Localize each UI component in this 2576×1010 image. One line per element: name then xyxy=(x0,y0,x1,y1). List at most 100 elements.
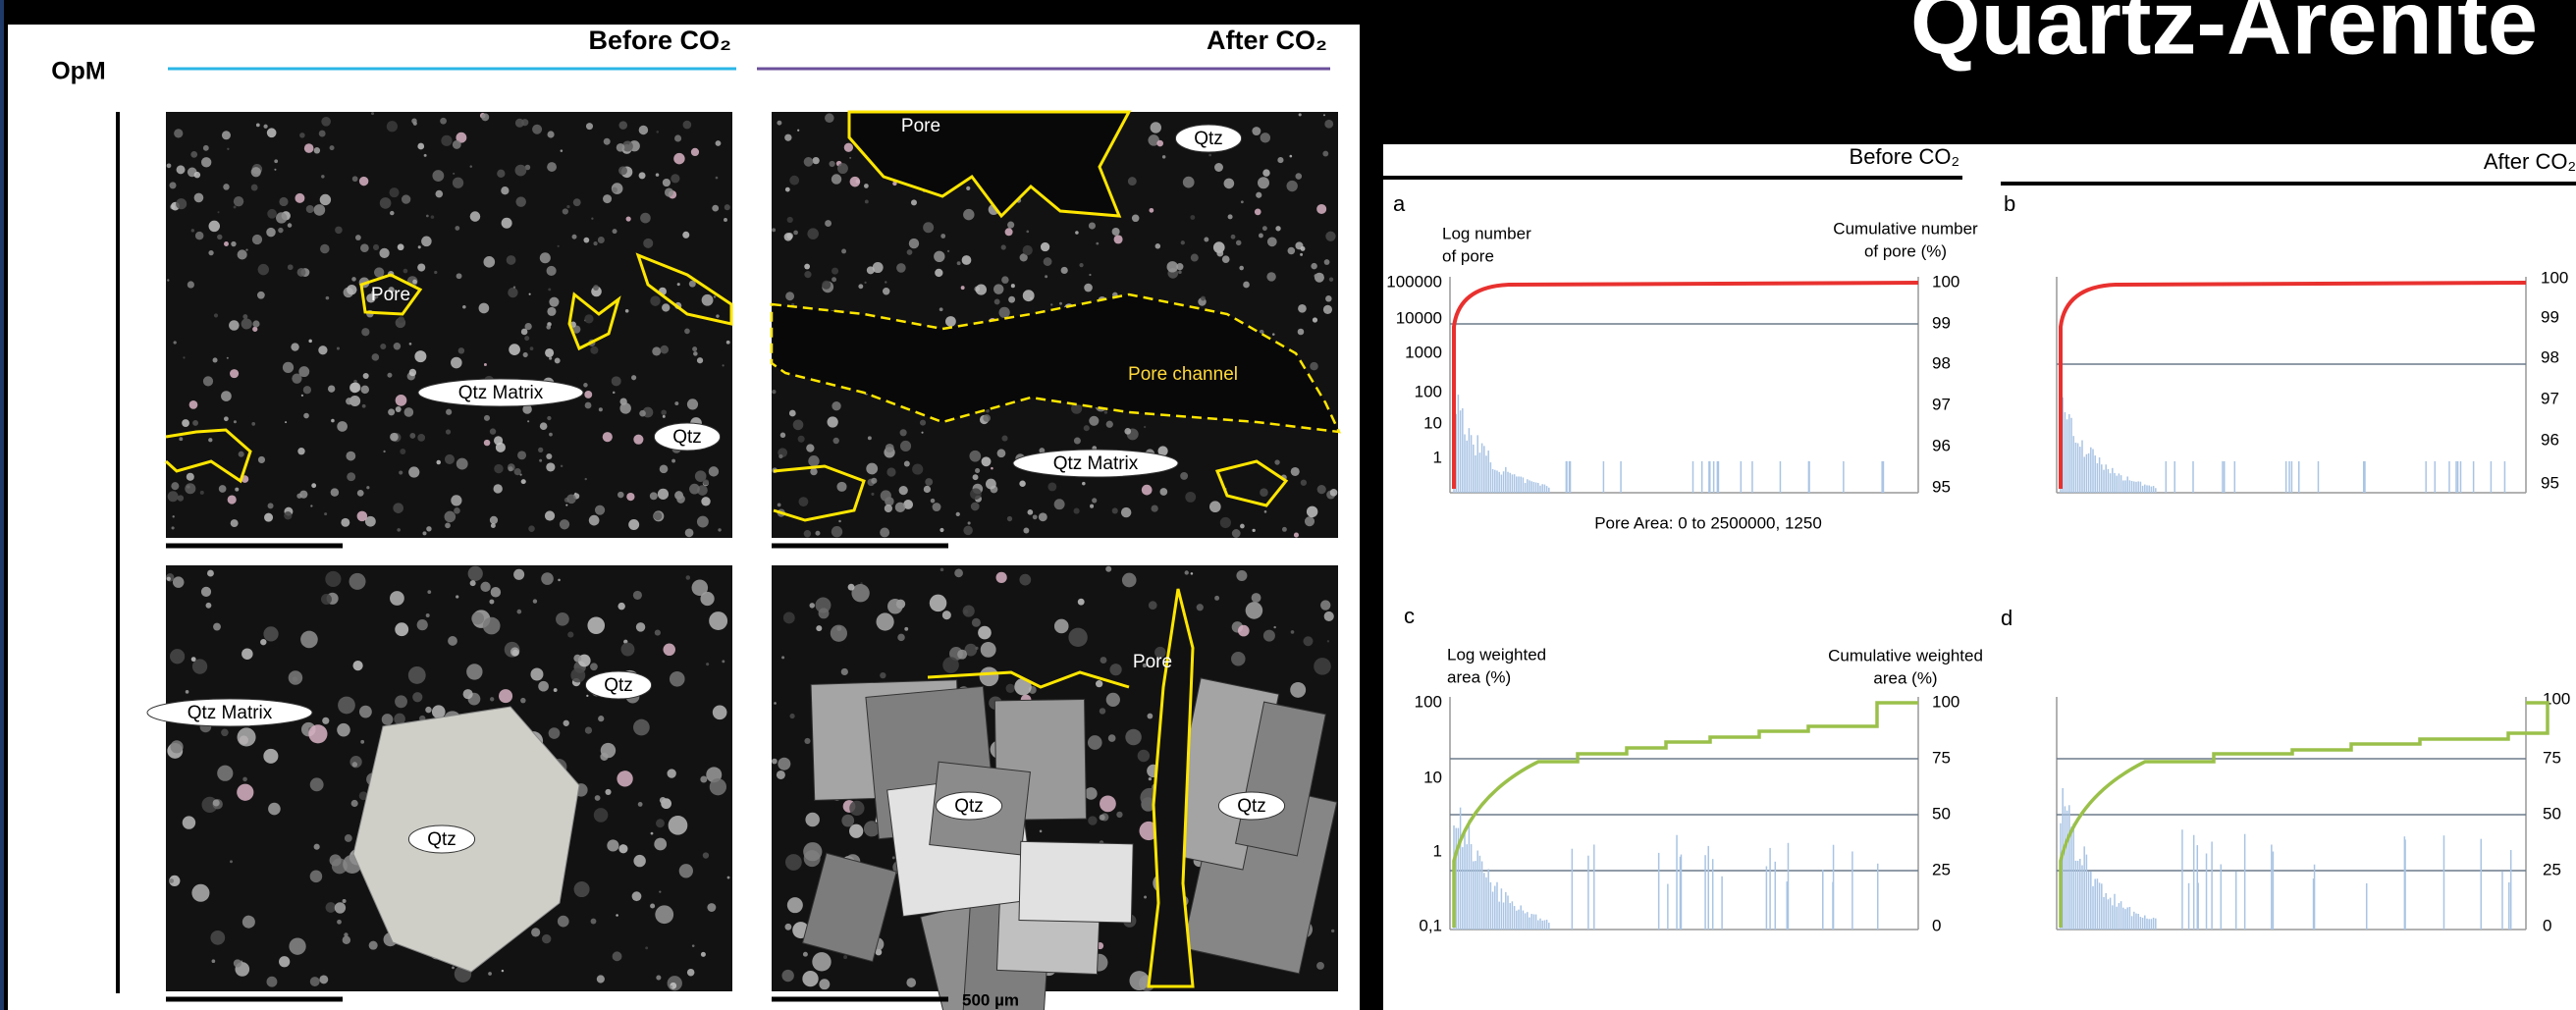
grain xyxy=(900,429,907,436)
grain xyxy=(865,200,869,204)
grain xyxy=(310,505,312,506)
grain xyxy=(585,478,587,480)
grain xyxy=(819,979,830,989)
grain xyxy=(954,568,963,577)
grain xyxy=(267,209,277,219)
grain xyxy=(409,343,412,346)
grain xyxy=(453,178,463,188)
grain xyxy=(1263,630,1275,642)
panel-letter: c xyxy=(1404,604,1415,628)
grain xyxy=(1116,812,1122,818)
y2-tick-label: 50 xyxy=(2543,804,2561,823)
axis-title: Cumulative number xyxy=(1833,219,1978,238)
grain xyxy=(481,113,489,121)
grain xyxy=(210,930,225,945)
grain xyxy=(1100,815,1105,821)
grain xyxy=(297,448,304,454)
grain xyxy=(899,486,908,495)
grain xyxy=(352,176,358,182)
grain xyxy=(639,172,646,179)
grain xyxy=(697,516,709,528)
grain xyxy=(224,416,229,421)
grain xyxy=(195,232,203,239)
grain xyxy=(1149,208,1154,213)
grain xyxy=(573,198,581,206)
grain xyxy=(394,343,401,349)
grain xyxy=(583,238,589,243)
grain xyxy=(264,513,273,522)
grain xyxy=(1222,255,1230,263)
grain xyxy=(448,636,457,646)
grain xyxy=(321,175,324,178)
grain xyxy=(490,697,494,701)
y-tick-label: 10 xyxy=(1423,768,1442,786)
grain xyxy=(1040,830,1043,833)
grain xyxy=(718,528,721,531)
micrograph-label: Pore xyxy=(371,285,410,305)
grain xyxy=(1007,222,1014,229)
grain xyxy=(1142,485,1153,496)
grain xyxy=(886,467,895,476)
grain xyxy=(969,451,981,462)
grain xyxy=(1054,619,1069,634)
grain xyxy=(701,952,706,957)
grain xyxy=(213,623,221,631)
grain xyxy=(1100,795,1116,812)
grain xyxy=(703,852,709,858)
micrograph-label: Pore channel xyxy=(1128,364,1238,385)
grain xyxy=(1023,528,1029,534)
grain xyxy=(455,226,459,231)
grain xyxy=(387,121,398,132)
grain xyxy=(600,753,608,761)
grain xyxy=(252,320,259,327)
grain xyxy=(208,250,213,255)
grain xyxy=(479,303,490,314)
grain xyxy=(709,466,719,476)
grain xyxy=(383,451,385,452)
grain xyxy=(784,134,791,141)
grain xyxy=(832,268,838,275)
grain xyxy=(632,891,642,901)
grain xyxy=(169,182,176,188)
grain xyxy=(565,505,567,506)
grain xyxy=(1082,482,1086,486)
grain xyxy=(434,271,437,274)
grain xyxy=(279,197,288,206)
grain xyxy=(238,249,247,259)
grain xyxy=(212,959,216,963)
grain xyxy=(346,452,355,461)
grain xyxy=(838,520,841,523)
grain xyxy=(201,587,211,597)
grain xyxy=(631,375,636,380)
grain xyxy=(1259,234,1263,239)
grain xyxy=(169,878,174,883)
grain xyxy=(1236,240,1242,246)
grain xyxy=(925,478,933,486)
grain xyxy=(1301,480,1307,486)
y2-tick-label: 75 xyxy=(2543,748,2561,767)
grain xyxy=(895,503,905,512)
grain xyxy=(456,595,458,598)
grain xyxy=(324,512,327,515)
grain xyxy=(772,228,776,232)
grain xyxy=(886,444,894,452)
grain xyxy=(1224,179,1235,189)
y2-tick-label: 100 xyxy=(1932,692,1959,711)
grain xyxy=(1274,459,1279,464)
grain xyxy=(909,239,919,248)
grain xyxy=(266,977,277,987)
grain xyxy=(1232,529,1241,538)
grain xyxy=(687,969,695,977)
before-heading: Before CO₂ xyxy=(588,26,731,55)
grain xyxy=(639,126,648,134)
grain xyxy=(178,495,184,501)
y2-tick-label: 75 xyxy=(1932,748,1951,767)
grain xyxy=(633,435,643,445)
grain xyxy=(810,468,817,475)
grain xyxy=(669,816,688,835)
grain xyxy=(547,162,557,172)
grain xyxy=(330,854,342,866)
grain xyxy=(625,309,629,313)
grain xyxy=(295,193,304,203)
grain xyxy=(595,795,601,801)
